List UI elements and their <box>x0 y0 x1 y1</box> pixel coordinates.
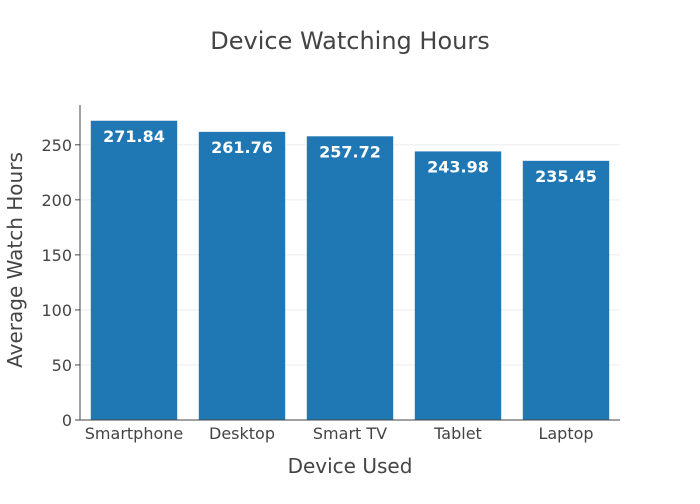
y-tick-label: 50 <box>52 356 72 375</box>
bar-desktop[interactable] <box>198 131 286 420</box>
bar-smart-tv[interactable] <box>306 136 394 421</box>
x-axis-ticks: Smartphone Desktop Smart TV Tablet Laptop <box>85 424 594 443</box>
bar-smartphone[interactable] <box>90 120 178 421</box>
chart-title: Device Watching Hours <box>210 27 489 55</box>
y-tick-label: 250 <box>41 136 72 155</box>
y-tick-label: 150 <box>41 246 72 265</box>
y-tick-label: 100 <box>41 301 72 320</box>
bar-value-label: 235.45 <box>535 167 597 186</box>
y-axis-ticks: 0 50 100 150 200 250 <box>41 136 80 430</box>
bar-value-label: 271.84 <box>103 127 165 146</box>
y-tick-label: 0 <box>62 411 72 430</box>
bar-laptop[interactable] <box>522 160 610 420</box>
x-tick-label: Desktop <box>209 424 275 443</box>
axes <box>79 105 620 421</box>
bar-value-label: 257.72 <box>319 142 381 161</box>
bars <box>90 120 610 421</box>
x-tick-label: Laptop <box>538 424 593 443</box>
x-axis-title: Device Used <box>288 454 413 478</box>
x-tick-label: Smartphone <box>85 424 183 443</box>
y-axis-title: Average Watch Hours <box>3 152 27 368</box>
bar-tablet[interactable] <box>414 151 502 420</box>
bar-value-label: 243.98 <box>427 157 489 176</box>
x-tick-label: Tablet <box>433 424 482 443</box>
y-tick-label: 200 <box>41 191 72 210</box>
x-tick-label: Smart TV <box>313 424 387 443</box>
bar-value-label: 261.76 <box>211 138 273 157</box>
bar-value-labels: 271.84 261.76 257.72 243.98 235.45 <box>103 127 597 186</box>
